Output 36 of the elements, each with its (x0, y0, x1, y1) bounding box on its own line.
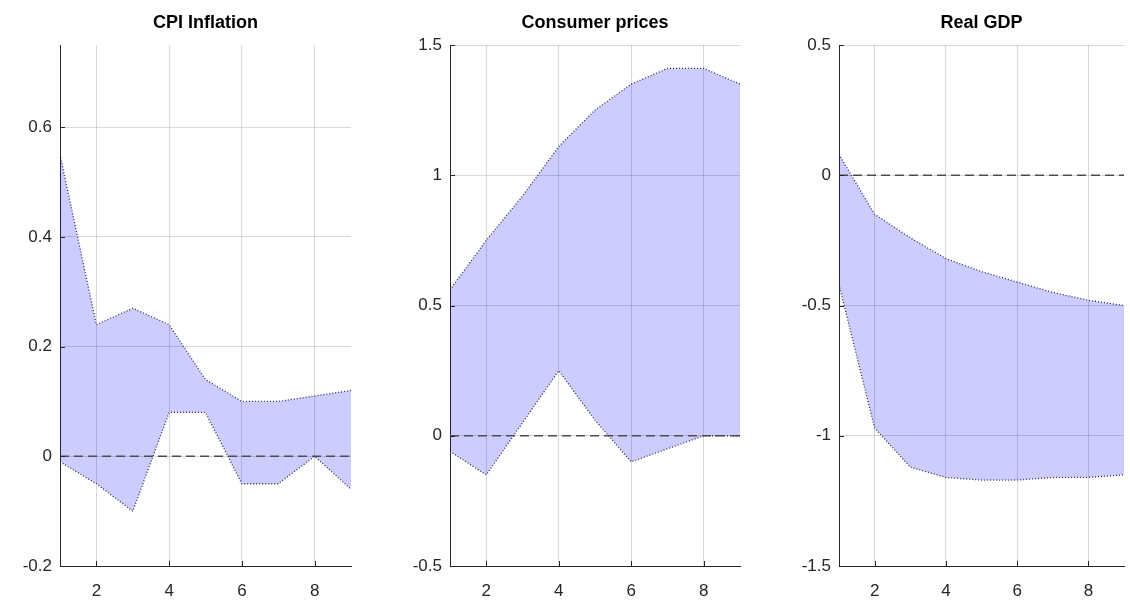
x-tick-label: 8 (699, 580, 709, 600)
line-series (450, 67, 740, 291)
x-tick-label: 6 (1012, 580, 1022, 600)
line-series (60, 411, 351, 512)
y-tick-label: 1 (432, 164, 442, 184)
line-series (839, 284, 1124, 481)
x-tick-label: 4 (164, 580, 174, 600)
x-tick-label: 2 (91, 580, 102, 600)
y-tick-label: -1 (815, 425, 831, 445)
line-series (60, 154, 351, 403)
y-tick-label: 0.4 (28, 226, 52, 246)
x-tick-label: 8 (309, 580, 320, 600)
x-tick-label: 4 (941, 580, 951, 600)
y-tick-label: 0 (432, 425, 442, 445)
chart-title: Consumer prices (521, 11, 669, 32)
y-tick-label: 0.5 (807, 34, 831, 54)
y-tick-label: 0.5 (418, 295, 442, 315)
x-tick-label: 2 (481, 580, 491, 600)
y-tick-label: -0.5 (801, 295, 831, 315)
y-tick-label: -0.2 (22, 555, 52, 575)
y-tick-label: -1.5 (801, 555, 831, 575)
line-series (839, 153, 1124, 307)
line-series (450, 369, 740, 476)
x-tick-label: 4 (554, 580, 564, 600)
y-tick-label: 0.6 (28, 116, 52, 136)
x-tick-label: 6 (626, 580, 636, 600)
chart-title: CPI Inflation (153, 11, 258, 32)
y-tick-label: 0 (42, 446, 52, 465)
x-tick-label: 8 (1083, 580, 1094, 600)
y-tick-label: 1.5 (418, 34, 442, 54)
y-tick-label: 0 (821, 164, 831, 184)
y-tick-label: 0.2 (28, 336, 52, 356)
chart-title: Real GDP (940, 11, 1023, 32)
x-tick-label: 6 (237, 580, 247, 600)
y-tick-label: -0.5 (412, 555, 442, 575)
x-tick-label: 2 (869, 580, 880, 600)
